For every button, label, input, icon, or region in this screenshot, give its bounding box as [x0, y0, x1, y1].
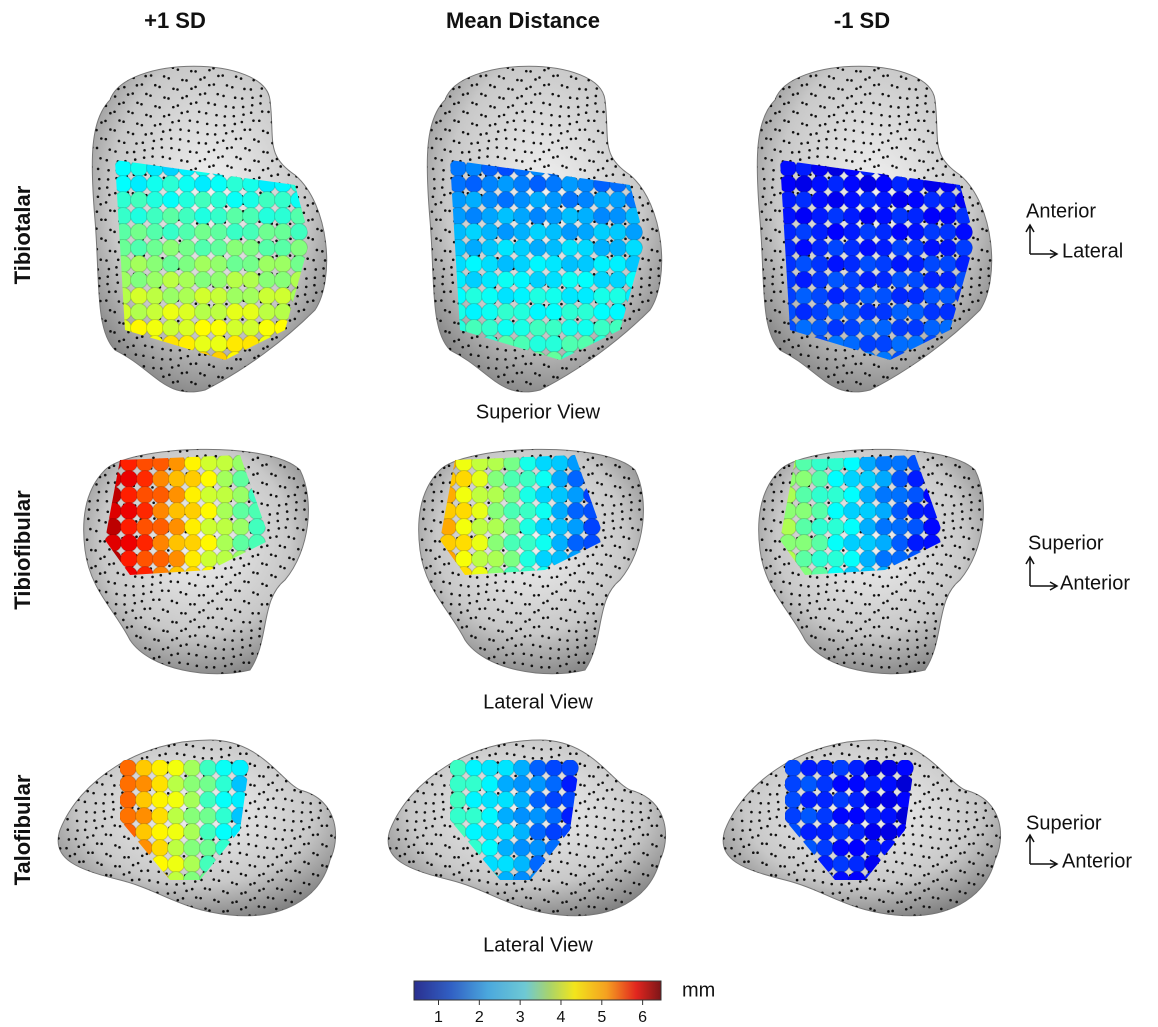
colorbar-unit: mm — [682, 979, 715, 1001]
column-header: +1 SD — [144, 8, 206, 33]
bone-panel — [751, 56, 1002, 397]
bone-panel — [751, 436, 993, 678]
column-header: -1 SD — [834, 8, 890, 33]
orientation-label: Anterior — [1026, 200, 1096, 222]
colorbar — [414, 981, 661, 1000]
bone-panels — [46, 56, 1007, 922]
row-label: Tibiotalar — [10, 185, 35, 284]
orientation-label: Superior — [1026, 812, 1102, 834]
colorbar-ticks: 1 2 3 4 5 6 — [434, 1000, 647, 1026]
bone-panel — [46, 734, 342, 922]
orientation-label: Anterior — [1062, 850, 1132, 872]
colorbar-tick-label: 3 — [516, 1009, 525, 1026]
bone-panel — [86, 56, 337, 397]
figure: +1 SD Mean Distance -1 SD Tibiotalar Tib… — [0, 0, 1158, 1027]
orientation-label: Superior — [1028, 532, 1104, 554]
colorbar-tick-label: 2 — [475, 1009, 484, 1026]
bone-panel — [711, 734, 1007, 922]
colorbar-tick-label: 1 — [434, 1009, 443, 1026]
bone-panel — [76, 436, 318, 678]
bone-panel — [421, 56, 672, 397]
colorbar-tick-label: 5 — [597, 1009, 606, 1026]
view-label: Superior View — [476, 401, 601, 423]
view-label: Lateral View — [483, 934, 593, 956]
orientation-label: Anterior — [1060, 572, 1130, 594]
colorbar-tick-label: 4 — [557, 1009, 566, 1026]
row-label: Talofibular — [10, 774, 35, 885]
row-label: Tibiofibular — [10, 490, 35, 610]
bone-panel — [376, 734, 672, 922]
view-label: Lateral View — [483, 691, 593, 713]
orientation-label: Lateral — [1062, 240, 1123, 262]
column-header: Mean Distance — [446, 8, 600, 33]
bone-panel — [411, 436, 653, 678]
colorbar-tick-label: 6 — [638, 1009, 647, 1026]
